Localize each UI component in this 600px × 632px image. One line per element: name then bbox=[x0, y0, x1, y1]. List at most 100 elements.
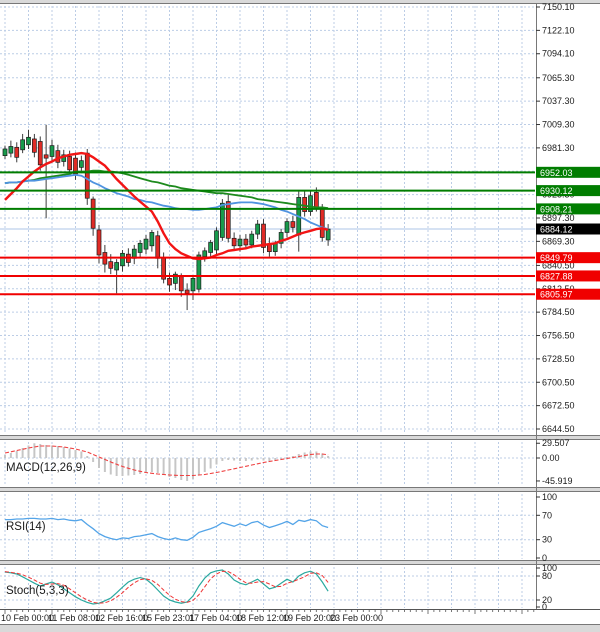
bear-candle bbox=[14, 146, 20, 158]
price-level-tag-value: 6849.79 bbox=[540, 253, 573, 263]
stoch-d-line bbox=[4, 570, 329, 604]
bull-candle bbox=[208, 242, 213, 253]
bull-candle bbox=[190, 277, 196, 292]
stoch-axis-label-value: 80 bbox=[542, 571, 552, 581]
bull-candle bbox=[79, 160, 84, 168]
bear-candle bbox=[96, 229, 102, 256]
bear-candle bbox=[319, 208, 325, 238]
macd-axis-label-value: 29.507 bbox=[542, 438, 570, 448]
price-level-tag bbox=[536, 252, 600, 264]
price-level-tag-value: 6930.12 bbox=[540, 186, 573, 196]
rsi-panel-canvas[interactable] bbox=[0, 492, 535, 560]
time-tick-label: 12 Feb 16:00 bbox=[95, 613, 148, 623]
price-tick-label: 6756.50 bbox=[542, 331, 575, 341]
price-tick-label: 6981.30 bbox=[542, 143, 575, 153]
bear-candle bbox=[302, 197, 307, 212]
stoch-k-line bbox=[4, 569, 329, 605]
price-tick-label: 6784.50 bbox=[542, 307, 575, 317]
price-tick-label: 7122.10 bbox=[542, 25, 575, 35]
bull-candle bbox=[196, 254, 202, 290]
bull-candle bbox=[237, 238, 243, 247]
bull-candle bbox=[49, 145, 55, 157]
bull-candle bbox=[308, 195, 313, 212]
stoch-axis-label-value: 100 bbox=[542, 563, 557, 573]
bear-candle bbox=[261, 223, 266, 248]
bear-candle bbox=[32, 138, 37, 153]
price-level-tag bbox=[536, 203, 600, 215]
bear-candle bbox=[225, 201, 231, 239]
rsi-line bbox=[5, 517, 329, 541]
price-level-tag bbox=[536, 166, 600, 178]
bear-candle bbox=[155, 235, 161, 259]
price-tick-label: 7037.30 bbox=[542, 96, 575, 106]
bull-candle bbox=[278, 232, 284, 244]
macd-axis-label-value: 0.00 bbox=[542, 453, 560, 463]
bear-candle bbox=[55, 150, 61, 163]
price-tick-label: 6869.30 bbox=[542, 236, 575, 246]
bull-candle bbox=[255, 223, 260, 235]
price-level-tag-value: 6827.88 bbox=[540, 271, 573, 281]
panel-separator bbox=[0, 487, 600, 492]
bear-candle bbox=[231, 237, 237, 247]
ma-slow-line bbox=[4, 169, 329, 210]
price-axis-labels: 7150.10 7122.10 7094.10 7065.30 7037.30 7009.… bbox=[536, 2, 600, 434]
bull-candle bbox=[202, 250, 208, 257]
bear-candle bbox=[178, 276, 184, 292]
price-level-tag bbox=[536, 223, 600, 235]
time-tick-label: 17 Feb 04:00 bbox=[189, 613, 242, 623]
time-tick-label: 10 Feb 00:00 bbox=[1, 613, 54, 623]
time-tick-label: 15 Feb 23:01 bbox=[142, 613, 195, 623]
bull-candle bbox=[114, 262, 119, 271]
bull-candle bbox=[249, 233, 255, 246]
stoch-axis-label-value: 20 bbox=[542, 595, 552, 605]
macd-signal-line bbox=[4, 445, 329, 477]
bull-candle bbox=[8, 146, 14, 154]
macd-series bbox=[4, 443, 330, 481]
bear-candle bbox=[290, 221, 296, 228]
bear-candle bbox=[37, 141, 43, 166]
price-tick-label: 6644.50 bbox=[542, 424, 575, 434]
macd-indicator-label: MACD(12,26,9) bbox=[6, 462, 86, 474]
time-axis[interactable] bbox=[0, 609, 536, 625]
price-axis[interactable] bbox=[536, 0, 600, 625]
price-level-tag-value: 6952.03 bbox=[540, 168, 573, 178]
panel-separator bbox=[0, 560, 600, 565]
bull-candle bbox=[2, 148, 8, 157]
bear-candle bbox=[167, 277, 172, 286]
rsi-axis-label-value: 0 bbox=[542, 553, 547, 563]
bull-candle bbox=[20, 139, 25, 151]
bear-candle bbox=[43, 154, 49, 159]
price-tick-label: 7150.10 bbox=[542, 2, 575, 12]
price-tick-label: 6672.50 bbox=[542, 401, 575, 411]
bull-candle bbox=[214, 230, 219, 251]
price-tick-label: 6728.50 bbox=[542, 354, 575, 364]
ma-fast-line bbox=[4, 151, 329, 261]
bear-candle bbox=[90, 198, 96, 229]
bear-candle bbox=[108, 261, 114, 269]
time-tick-label: 11 Feb 08:00 bbox=[48, 613, 100, 623]
ma-mid-line bbox=[4, 173, 329, 230]
price-level-tag bbox=[536, 288, 600, 300]
bull-candle bbox=[120, 252, 125, 267]
macd-axis-label-value: -45.919 bbox=[542, 476, 573, 486]
price-level-tag-value: 6884.12 bbox=[540, 225, 573, 235]
time-tick-label: 23 Feb 00:00 bbox=[330, 613, 383, 623]
price-tick-label: 6897.30 bbox=[542, 213, 575, 223]
bull-candle bbox=[220, 202, 225, 238]
price-level-tag bbox=[536, 185, 600, 197]
rsi-axis-label-value: 30 bbox=[542, 535, 552, 545]
macd-axis-label: 29.507 0.00 -45.919 bbox=[536, 438, 573, 486]
rsi-indicator-label: RSI(14) bbox=[6, 521, 46, 533]
price-tick-label: 7065.30 bbox=[542, 73, 575, 83]
macd-panel-canvas[interactable] bbox=[0, 440, 535, 487]
bull-candle bbox=[26, 136, 31, 146]
stoch-indicator-label: Stoch(5,3,3) bbox=[6, 585, 69, 597]
main-chart-canvas[interactable] bbox=[0, 4, 535, 435]
bull-candle bbox=[149, 232, 155, 247]
panel-separator bbox=[0, 435, 600, 440]
price-tick-label: 7009.30 bbox=[542, 120, 575, 130]
price-tick-label: 6700.50 bbox=[542, 377, 575, 387]
